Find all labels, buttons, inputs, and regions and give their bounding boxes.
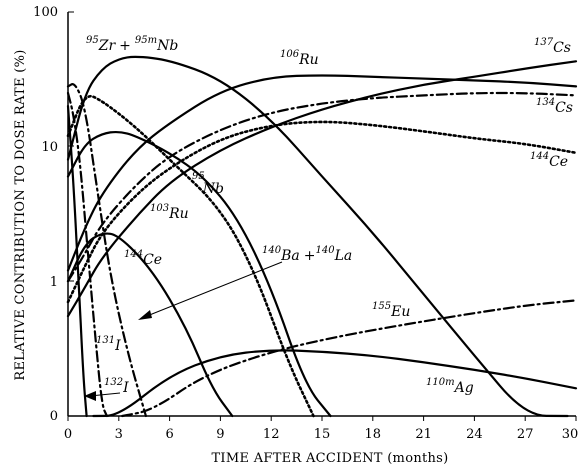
x-axis-title: TIME AFTER ACCIDENT (months) [211, 451, 448, 466]
y-ticks: 100 10 1 0 [33, 5, 74, 424]
label-95nb: 95 Nb [192, 171, 224, 197]
ba-la-arrow [141, 261, 283, 319]
ba-la-arrowhead [138, 310, 152, 320]
label-144ce-low: 144Ce [124, 249, 162, 268]
y-axis-title: RELATIVE CONTRIBUTION TO DOSE RATE (%) [13, 49, 28, 380]
x-tick-label-18: 18 [365, 427, 382, 442]
series-layer [66, 55, 578, 418]
x-tick-label-3: 3 [115, 427, 123, 442]
label-132i: 132I [104, 377, 129, 396]
label-155eu: 155Eu [372, 301, 410, 320]
label-140ba-140la: 140Ba +140La [262, 245, 352, 264]
series-line-131i [66, 91, 108, 418]
y-tick-label-1: 1 [50, 275, 58, 290]
x-tick-label-9: 9 [216, 427, 224, 442]
label-131i: 131I [96, 335, 121, 354]
x-tick-label-27: 27 [517, 427, 534, 442]
x-tick-label-24: 24 [466, 427, 483, 442]
x-tick-label-12: 12 [263, 427, 280, 442]
series-line-140ba-140la [66, 83, 147, 418]
x-tick-label-0: 0 [64, 427, 72, 442]
i132-arrowhead [84, 391, 96, 401]
x-ticks: 0 3 6 9 12 15 18 21 24 27 30 [64, 416, 578, 442]
label-95zr-95mnb: 95Zr +95mNb [86, 35, 178, 54]
y-tick-label-100: 100 [33, 5, 58, 20]
y-tick-label-10: 10 [41, 140, 58, 155]
label-137cs: 137Cs [534, 37, 571, 56]
y-tick-label-0: 0 [50, 409, 58, 424]
series-line-155eu [121, 299, 578, 418]
series-line-144ce [66, 120, 578, 304]
series-labels: 95Zr +95mNb 106Ru 137Cs 134Cs 144Ce 95 Nb … [86, 35, 573, 396]
x-tick-label-6: 6 [165, 427, 173, 442]
label-110mag: 110mAg [426, 377, 474, 396]
series-line-144ce-small [66, 232, 234, 418]
series-line-132i [66, 105, 88, 418]
annotation-arrows [84, 261, 283, 401]
series-line-106ru [66, 74, 578, 272]
x-tick-label-30: 30 [562, 427, 579, 442]
label-134cs: 134Cs [536, 97, 573, 116]
x-tick-label-21: 21 [415, 427, 432, 442]
label-144ce-top: 144Ce [530, 151, 568, 170]
series-line-95zr-95mnb [66, 55, 569, 418]
label-106ru: 106Ru [280, 49, 319, 68]
series-line-110mag [92, 349, 578, 418]
label-103ru: 103Ru [150, 203, 189, 222]
x-tick-label-15: 15 [314, 427, 331, 442]
